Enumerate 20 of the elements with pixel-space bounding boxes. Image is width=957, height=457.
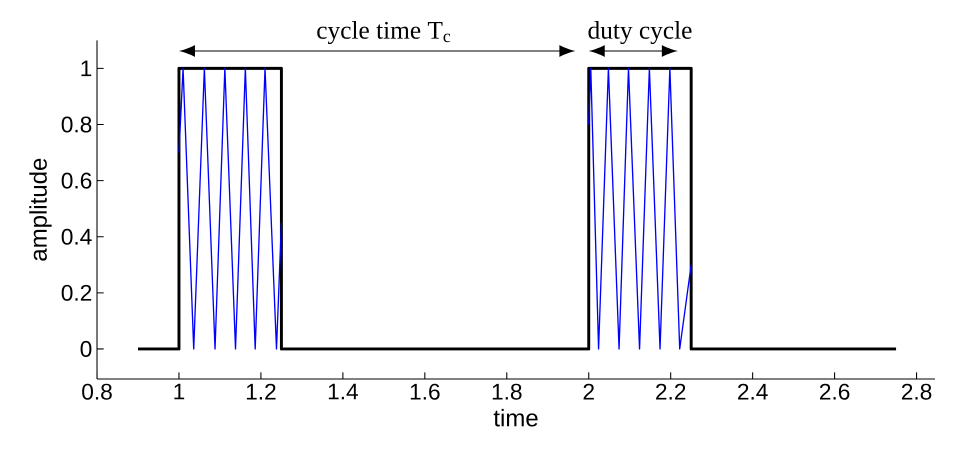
y-tick-label: 0: [80, 340, 92, 357]
x-tick-label: 1.6: [410, 384, 440, 400]
y-tick-label: 0.6: [62, 172, 92, 189]
y-tick-label: 0.8: [62, 116, 92, 133]
annotation: cycle time T$_{c}$: [317, 21, 450, 44]
y-tick-label: 0.2: [62, 284, 92, 301]
x-tick-label: 2.4: [738, 384, 768, 400]
y-axis-title: amplitude: [29, 158, 52, 261]
x-tick-label: 1: [174, 384, 184, 400]
x-tick-label: 1.4: [328, 384, 358, 400]
x-tick-label: 1.2: [246, 384, 276, 400]
x-tick-label: 2.6: [820, 384, 850, 400]
x-tick-label: 1.8: [492, 384, 522, 400]
x-tick-label: 2.2: [656, 384, 686, 400]
y-tick-label: 1: [81, 60, 92, 76]
x-axis-title: time: [494, 408, 538, 427]
annotation: duty cycle: [588, 21, 692, 44]
y-tick-label: 0.4: [62, 228, 92, 245]
x-tick-label: 2.8: [902, 384, 932, 400]
x-tick-label: 2: [584, 384, 594, 400]
